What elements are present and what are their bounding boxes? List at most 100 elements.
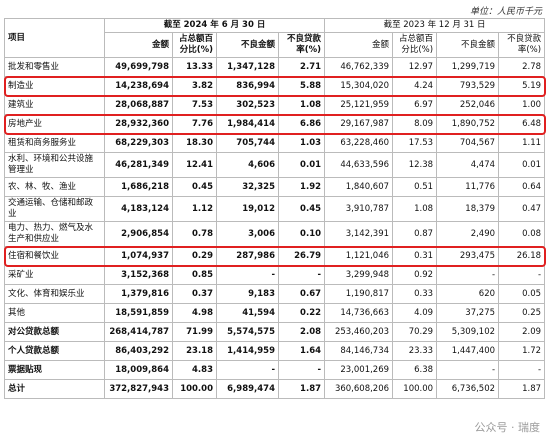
value-cell: 3,910,787 bbox=[324, 196, 394, 222]
value-cell: - bbox=[277, 265, 326, 285]
value-cell: 9,183 bbox=[216, 284, 279, 304]
value-cell: 3,142,391 bbox=[324, 221, 394, 247]
value-cell: 0.64 bbox=[498, 177, 546, 197]
value-cell: 29,167,987 bbox=[324, 114, 394, 134]
column-header: 不良金额 bbox=[216, 32, 279, 58]
item-cell: 制造业 bbox=[4, 76, 105, 96]
value-cell: 23.33 bbox=[392, 341, 438, 361]
value-cell: 19,012 bbox=[216, 196, 279, 222]
column-header: 不良贷款率(%) bbox=[498, 32, 546, 58]
value-cell: 0.47 bbox=[498, 196, 546, 222]
value-cell: 1,190,817 bbox=[324, 284, 394, 304]
value-cell: 5,574,575 bbox=[216, 322, 279, 342]
value-cell: 6,736,502 bbox=[436, 379, 500, 399]
value-cell: 2.08 bbox=[277, 322, 326, 342]
item-cell: 农、林、牧、渔业 bbox=[4, 177, 105, 197]
table-row: 住宿和餐饮业 1,074,937 0.29 287,986 26.79 1,121,046… bbox=[4, 246, 546, 266]
value-cell: 0.37 bbox=[172, 284, 217, 304]
value-cell: - bbox=[436, 265, 500, 285]
item-cell: 对公贷款总额 bbox=[4, 322, 105, 342]
value-cell: 1,299,719 bbox=[436, 57, 500, 77]
item-cell: 票据贴现 bbox=[4, 360, 105, 380]
value-cell: 0.08 bbox=[498, 221, 546, 247]
unit-note: 单位：人民币千元 bbox=[469, 7, 542, 17]
value-cell: 0.05 bbox=[498, 284, 546, 304]
item-cell: 住宿和餐饮业 bbox=[4, 246, 105, 266]
item-cell: 交通运输、仓储和邮政业 bbox=[4, 196, 105, 222]
value-cell: 268,414,787 bbox=[104, 322, 173, 342]
column-header: 不良金额 bbox=[436, 32, 500, 58]
column-header: 占总额百分比(%) bbox=[172, 32, 217, 58]
value-cell: 46,281,349 bbox=[104, 152, 173, 178]
item-header: 项目 bbox=[4, 18, 105, 58]
table-row: 其他 18,591,859 4.98 41,594 0.22 14,736,663 4.09… bbox=[4, 303, 546, 323]
value-cell: 1.87 bbox=[277, 379, 326, 399]
value-cell: 0.10 bbox=[277, 221, 326, 247]
period-header: 截至 2024 年 6 月 30 日 bbox=[103, 18, 326, 33]
value-cell: 32,325 bbox=[216, 177, 279, 197]
value-cell: 3,152,368 bbox=[104, 265, 173, 285]
value-cell: 6.97 bbox=[392, 95, 438, 115]
item-cell: 采矿业 bbox=[4, 265, 105, 285]
value-cell: 1.08 bbox=[277, 95, 326, 115]
item-cell: 电力、热力、燃气及水生产和供应业 bbox=[4, 221, 105, 247]
value-cell: 6.48 bbox=[498, 114, 546, 134]
value-cell: 6.86 bbox=[277, 114, 326, 134]
value-cell: 1.87 bbox=[498, 379, 546, 399]
value-cell: 2.71 bbox=[277, 57, 326, 77]
value-cell: 71.99 bbox=[172, 322, 217, 342]
value-cell: 44,633,596 bbox=[324, 152, 394, 178]
column-header: 占总额百分比(%) bbox=[392, 32, 438, 58]
value-cell: 4,183,124 bbox=[104, 196, 173, 222]
value-cell: 100.00 bbox=[392, 379, 438, 399]
value-cell: 63,228,460 bbox=[324, 133, 394, 153]
table-row: 房地产业 28,932,360 7.76 1,984,414 6.86 29,167,98… bbox=[4, 114, 546, 134]
value-cell: 0.45 bbox=[172, 177, 217, 197]
value-cell: 836,994 bbox=[216, 76, 279, 96]
item-cell: 其他 bbox=[4, 303, 105, 323]
item-cell: 建筑业 bbox=[4, 95, 105, 115]
value-cell: 46,762,339 bbox=[324, 57, 394, 77]
table-row: 采矿业 3,152,368 0.85- -3,299,948 0.92- - bbox=[4, 265, 546, 285]
value-cell: 25,121,959 bbox=[324, 95, 394, 115]
table-row: 批发和零售业 49,699,798 13.33 1,347,128 2.71 46,762… bbox=[4, 57, 546, 77]
value-cell: 360,608,206 bbox=[324, 379, 394, 399]
value-cell: 4,474 bbox=[436, 152, 500, 178]
value-cell: - bbox=[216, 360, 279, 380]
value-cell: - bbox=[216, 265, 279, 285]
value-cell: 0.85 bbox=[172, 265, 217, 285]
table-row: 农、林、牧、渔业 1,686,218 0.45 32,325 1.92 1,840,607… bbox=[4, 177, 546, 197]
period-header: 截至 2023 年 12 月 31 日 bbox=[324, 18, 546, 33]
value-cell: 1,890,752 bbox=[436, 114, 500, 134]
table-row: 建筑业 28,068,887 7.53 302,523 1.08 25,121,959 6.… bbox=[4, 95, 546, 115]
value-cell: 4.83 bbox=[172, 360, 217, 380]
item-cell: 文化、体育和娱乐业 bbox=[4, 284, 105, 304]
table-row: 总计 372,827,943 100.00 6,989,474 1.87 360,608,… bbox=[4, 379, 546, 399]
value-cell: 8.09 bbox=[392, 114, 438, 134]
value-cell: 0.29 bbox=[172, 246, 217, 266]
value-cell: 84,146,734 bbox=[324, 341, 394, 361]
value-cell: 252,046 bbox=[436, 95, 500, 115]
value-cell: 1.72 bbox=[498, 341, 546, 361]
value-cell: 1,447,400 bbox=[436, 341, 500, 361]
value-cell: 2,906,854 bbox=[104, 221, 173, 247]
value-cell: 7.53 bbox=[172, 95, 217, 115]
value-cell: 705,744 bbox=[216, 133, 279, 153]
table-row: 个人贷款总额 86,403,292 23.18 1,414,959 1.64 84,146… bbox=[4, 341, 546, 361]
value-cell: 0.25 bbox=[498, 303, 546, 323]
value-cell: 14,238,694 bbox=[104, 76, 173, 96]
value-cell: 1,984,414 bbox=[216, 114, 279, 134]
value-cell: 0.51 bbox=[392, 177, 438, 197]
table-row: 电力、热力、燃气及水生产和供应业 2,906,854 0.78 3,006 0.10 3,… bbox=[4, 221, 546, 247]
item-cell: 总计 bbox=[4, 379, 105, 399]
value-cell: 1,379,816 bbox=[104, 284, 173, 304]
value-cell: 70.29 bbox=[392, 322, 438, 342]
value-cell: 0.01 bbox=[277, 152, 326, 178]
table-row: 交通运输、仓储和邮政业 4,183,124 1.12 19,012 0.45 3,910,… bbox=[4, 196, 546, 222]
value-cell: 13.33 bbox=[172, 57, 217, 77]
item-cell: 个人贷款总额 bbox=[4, 341, 105, 361]
value-cell: 253,460,203 bbox=[324, 322, 394, 342]
value-cell: 3,299,948 bbox=[324, 265, 394, 285]
value-cell: 1,840,607 bbox=[324, 177, 394, 197]
value-cell: 49,699,798 bbox=[104, 57, 173, 77]
